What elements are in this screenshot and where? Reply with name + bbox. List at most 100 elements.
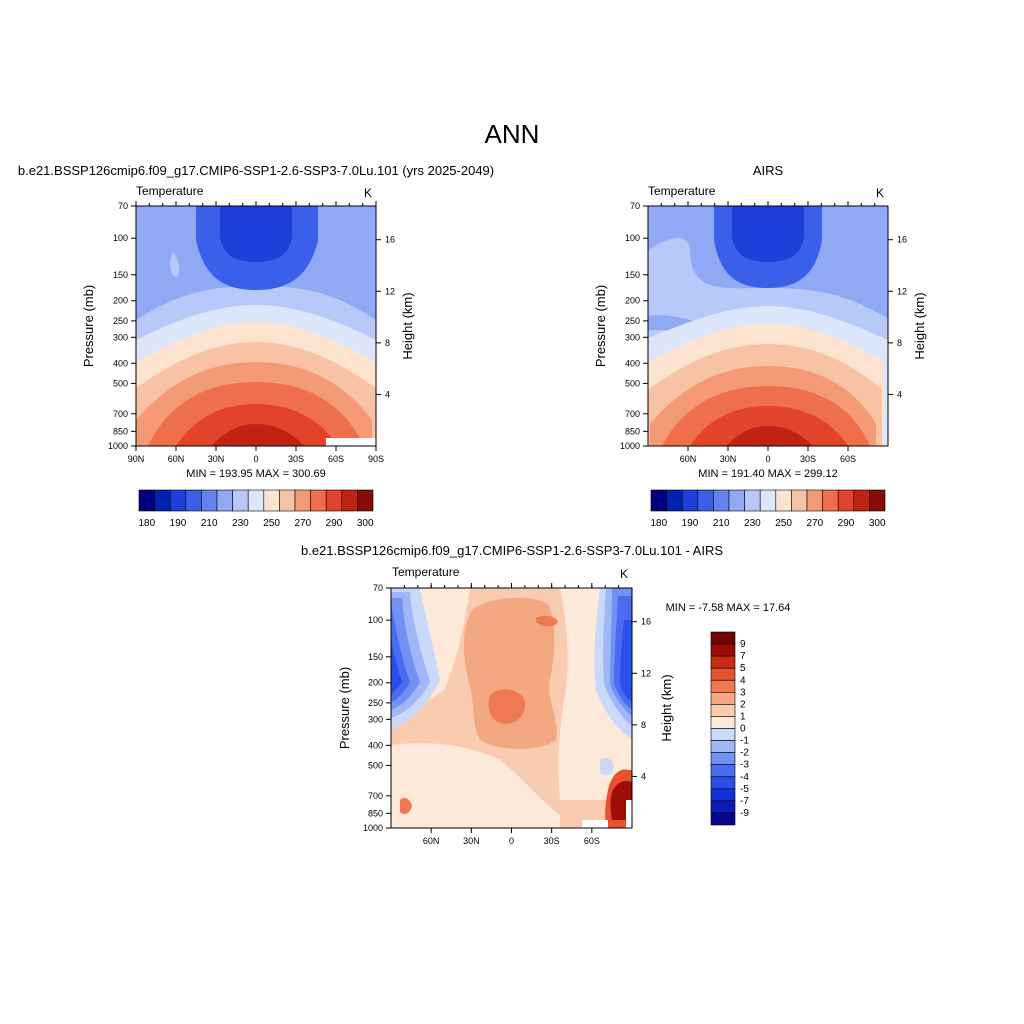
y2-tick-label: 8 (641, 720, 646, 730)
axes: 70 100 150 200 250 300 400 500 700 850 1000 4 8 12 16 6… (620, 201, 907, 464)
colorbar-label: 3 (740, 687, 746, 698)
x-tick-label: 30S (800, 454, 816, 464)
colorbar-swatch (138, 489, 155, 512)
colorbar-label: 190 (170, 518, 187, 529)
x-tick-label: 60S (328, 454, 344, 464)
y-tick-label: 200 (625, 296, 640, 306)
contour-band (400, 798, 412, 814)
y-tick-label: 700 (113, 409, 128, 419)
y2-axis-label: Height (km) (400, 292, 415, 359)
contour-band (620, 620, 632, 702)
colorbar-label: 300 (357, 518, 374, 529)
missing-data (626, 800, 632, 828)
colorbar: 180 190 210 230 250 270 290 300 (650, 489, 886, 529)
x-tick-label: 0 (765, 454, 770, 464)
colorbar-swatch (710, 716, 736, 729)
colorbar-swatch (710, 631, 736, 645)
colorbar-label: 0 (740, 724, 746, 735)
x-tick-label: 30N (463, 836, 480, 846)
stats-text: MIN = -7.58 MAX = 17.64 (666, 602, 791, 614)
colorbar-swatch (713, 489, 730, 512)
contour-band (558, 588, 632, 800)
contour-band (726, 426, 812, 446)
colorbar-swatch (341, 489, 358, 512)
colorbar-swatch (822, 489, 839, 512)
colorbar-swatch (325, 489, 343, 512)
contour-band (690, 406, 848, 446)
colorbar-swatch (759, 489, 777, 512)
colorbar-swatch (710, 764, 736, 778)
y2-tick-label: 4 (385, 389, 390, 399)
colorbar-label: -5 (740, 784, 749, 795)
colorbar-swatch (681, 489, 699, 512)
y2-tick-label: 16 (897, 235, 907, 245)
y2-axis-label: Height (km) (659, 674, 674, 741)
x-tick-label: 30N (208, 454, 225, 464)
colorbar-swatch (837, 489, 855, 512)
y-tick-label: 100 (113, 233, 128, 243)
colorbar-label: 270 (294, 518, 311, 529)
missing-data (326, 438, 376, 446)
colorbar-swatch (806, 489, 823, 512)
colorbar-swatch (710, 704, 736, 717)
y-tick-label: 250 (113, 316, 128, 326)
variable-label: Temperature (136, 184, 204, 198)
y-tick-label: 500 (625, 378, 640, 388)
y-tick-label: 300 (113, 332, 128, 342)
colorbar-label: 230 (744, 518, 761, 529)
y2-tick-label: 16 (641, 617, 651, 627)
colorbar-label: 230 (232, 518, 249, 529)
y-tick-label: 150 (625, 270, 640, 280)
colorbar-swatch (710, 800, 736, 814)
colorbar-label: 210 (201, 518, 218, 529)
panel-title: b.e21.BSSP126cmip6.f09_g17.CMIP6-SSP1-2.… (18, 163, 494, 178)
colorbar-label: -4 (740, 772, 749, 783)
colorbar-label: -7 (740, 796, 749, 807)
colorbar-swatch (710, 679, 736, 693)
colorbar-swatch (169, 489, 187, 512)
y2-tick-label: 8 (385, 338, 390, 348)
colorbar-swatch (710, 776, 736, 790)
y-tick-label: 70 (630, 201, 640, 211)
y-tick-label: 150 (113, 270, 128, 280)
colorbar-swatch (310, 489, 327, 512)
contour-field (648, 206, 888, 446)
colorbar-swatch (294, 489, 311, 512)
contour-band (488, 689, 526, 724)
contour-band (391, 743, 560, 828)
colorbar-label: 5 (740, 663, 746, 674)
x-tick-label: 30S (544, 836, 560, 846)
y2-tick-label: 8 (897, 338, 902, 348)
units-label: K (620, 567, 628, 581)
colorbar-label: -9 (740, 808, 749, 819)
x-tick-label: 60N (423, 836, 440, 846)
contour-band (600, 758, 614, 776)
contour-band (462, 768, 471, 780)
colorbar-swatch (710, 788, 736, 802)
y2-tick-label: 4 (641, 771, 646, 781)
colorbar-swatch (357, 489, 374, 512)
y-tick-label: 300 (625, 332, 640, 342)
panel-title: b.e21.BSSP126cmip6.f09_g17.CMIP6-SSP1-2.… (301, 543, 723, 558)
colorbar-swatch (728, 489, 745, 512)
contour-band (536, 615, 558, 627)
colorbar-swatch (710, 667, 736, 681)
y-tick-label: 850 (113, 426, 128, 436)
colorbar-swatch (710, 692, 736, 705)
colorbar-label: 180 (650, 518, 667, 529)
colorbar-label: -2 (740, 748, 749, 759)
y-tick-label: 400 (625, 358, 640, 368)
colorbar-swatch (666, 489, 683, 512)
y-tick-label: 100 (625, 233, 640, 243)
x-tick-label: 30S (288, 454, 304, 464)
x-tick-label: 90S (368, 454, 384, 464)
missing-data (582, 820, 608, 828)
y2-axis-label: Height (km) (912, 292, 927, 359)
y-tick-label: 1000 (108, 441, 128, 451)
y-tick-label: 500 (113, 378, 128, 388)
x-tick-label: 0 (253, 454, 258, 464)
contour-band (220, 206, 292, 262)
stats-text: MIN = 193.95 MAX = 300.69 (186, 468, 325, 480)
